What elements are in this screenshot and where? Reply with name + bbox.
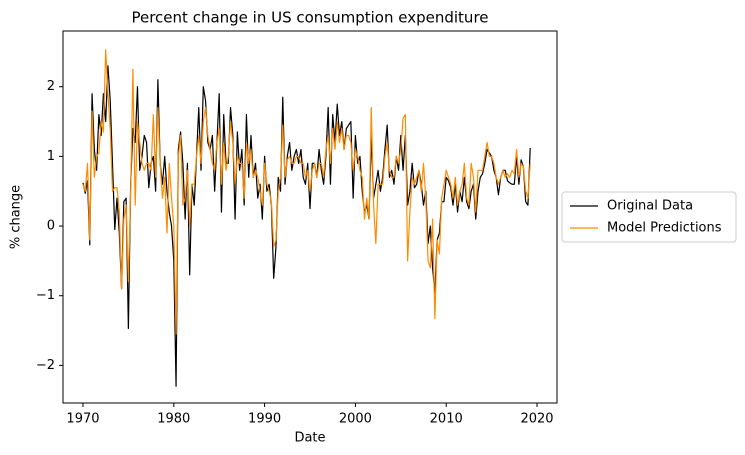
y-tick-label: −1 [36,288,55,303]
legend-label: Model Predictions [607,221,722,236]
y-tick-label: −2 [36,358,55,373]
x-tick-label: 1990 [248,412,281,427]
plot-frame [62,30,558,404]
x-tick-label: 2010 [430,412,463,427]
legend-label: Original Data [607,199,693,214]
x-tick-label: 1980 [157,412,190,427]
y-tick-label: 2 [47,79,55,94]
x-axis-label: Date [294,431,325,446]
data-line [82,65,531,387]
y-tick-label: 1 [47,149,55,164]
x-tick-label: 2020 [520,412,553,427]
legend-box [561,191,737,243]
y-tick-label: 0 [47,219,55,234]
data-line [82,49,531,335]
x-tick-label: 2000 [339,412,372,427]
chart-title: Percent change in US consumption expendi… [131,9,488,27]
y-axis-label: % change [9,185,24,249]
x-tick-label: 1970 [66,412,99,427]
